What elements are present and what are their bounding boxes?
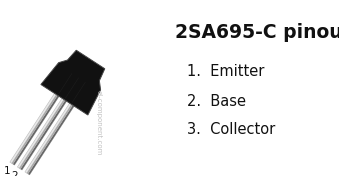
Text: 3.  Collector: 3. Collector — [187, 122, 275, 137]
Polygon shape — [27, 104, 73, 174]
Polygon shape — [21, 100, 67, 170]
Polygon shape — [28, 105, 74, 175]
Polygon shape — [13, 95, 59, 165]
Polygon shape — [41, 50, 105, 115]
Polygon shape — [10, 93, 59, 165]
Text: 2SA695-C pinout: 2SA695-C pinout — [175, 23, 339, 42]
Text: 2: 2 — [12, 171, 18, 176]
Polygon shape — [17, 98, 67, 170]
Polygon shape — [12, 95, 58, 164]
Text: 1.  Emitter: 1. Emitter — [187, 64, 264, 80]
Polygon shape — [25, 103, 74, 175]
Text: 1: 1 — [4, 166, 11, 176]
Polygon shape — [19, 99, 65, 169]
Text: 2.  Base: 2. Base — [187, 93, 246, 108]
Text: el-component.com: el-component.com — [96, 90, 102, 156]
